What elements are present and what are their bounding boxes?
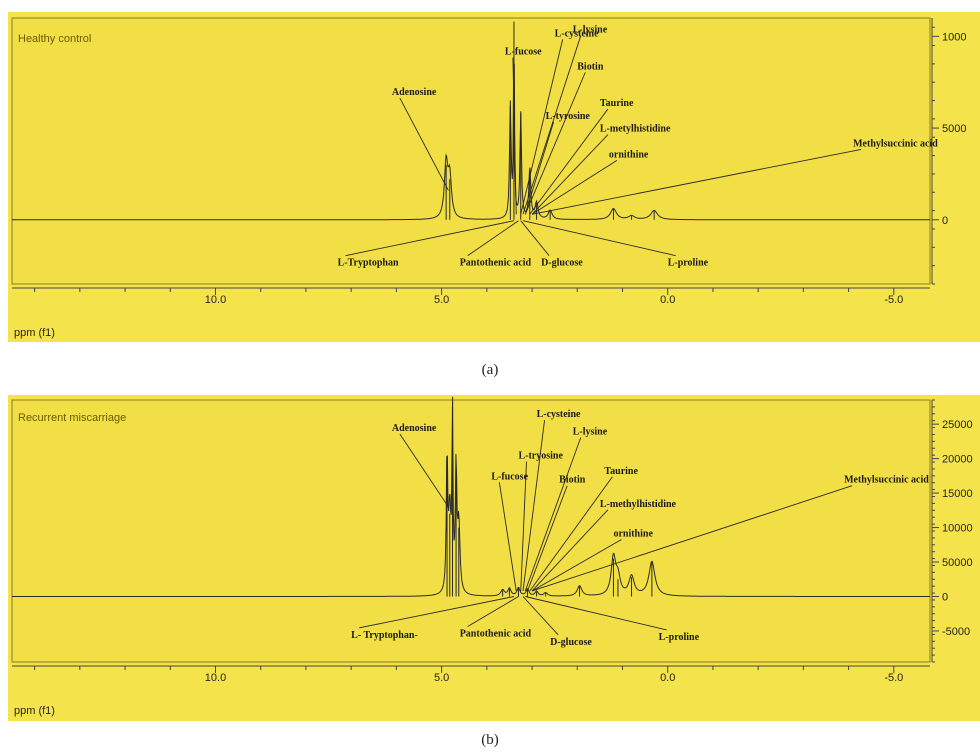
- y-tick-label: 25000: [942, 419, 973, 431]
- annotation-leader: [527, 485, 568, 592]
- panel-b-plot-area: [11, 399, 931, 663]
- panel-a-plot-area: [11, 17, 931, 285]
- spectrum-line: [12, 396, 930, 597]
- panel-a-y-ticks: 0 5000 1000: [932, 26, 966, 285]
- annotation-label: D-glucose: [550, 637, 592, 648]
- annotation-leader: [531, 134, 609, 215]
- annotation-label: Taurine: [600, 98, 634, 109]
- panel-b-x-ticks: 10.0 5.0 0.0 -5.0: [34, 666, 903, 684]
- annotation-label: L-cysteine: [555, 28, 599, 39]
- annotation-leader: [524, 72, 586, 215]
- annotation-label: L-cysteine: [537, 409, 581, 420]
- annotation-leader: [531, 148, 862, 215]
- annotation-label: ornithine: [613, 529, 653, 540]
- annotation-leader: [522, 35, 582, 215]
- annotation-label: L-methylhistidine: [600, 499, 677, 510]
- panel-a-xlabel: ppm (f1): [14, 327, 55, 339]
- annotation-leader: [522, 220, 676, 257]
- annotation-label: L-metylhistidine: [600, 124, 671, 135]
- annotation-label: ornithine: [609, 149, 649, 160]
- panel-b-xlabel: ppm (f1): [14, 705, 55, 717]
- annotation-label: L-tyrosine: [546, 111, 591, 122]
- panel-recurrent-miscarriage: Recurrent miscarriage ppm (f1) 10.0 5.0 0.…: [8, 395, 980, 721]
- x-tick-label: 0.0: [660, 672, 675, 684]
- annotation-label: Pantothenic acid: [460, 628, 532, 639]
- annotation-leader: [345, 220, 515, 257]
- panel-a-x-ticks: 10.0 5.0 0.0 -5.0: [34, 288, 903, 306]
- annotation-leader: [520, 461, 527, 592]
- y-tick-label: 0: [942, 592, 948, 604]
- annotation-label: Adenosine: [392, 423, 437, 434]
- panel-b-spectrum: [12, 396, 930, 597]
- annotation-leader: [531, 509, 609, 592]
- annotation-leader: [512, 57, 517, 215]
- annotation-label: L-Tryptophan: [338, 258, 399, 269]
- annotation-label: L-fucose: [491, 471, 528, 482]
- annotation-leader: [531, 539, 622, 592]
- annotation-label: L-lysine: [573, 426, 608, 437]
- annotation-label: Pantothenic acid: [460, 258, 532, 269]
- panel-healthy-control: Healthy control ppm (f1) 10.0 5.0 0.0 -5.0 …: [8, 12, 980, 342]
- annotation-label: L-proline: [659, 632, 700, 643]
- annotation-label: L- Tryptophan-: [351, 630, 418, 641]
- x-tick-label: 0.0: [660, 294, 675, 306]
- annotation-leader: [524, 437, 582, 592]
- panel-a-title: Healthy control: [18, 33, 91, 45]
- annotation-leader: [520, 220, 550, 256]
- annotation-leader: [522, 420, 546, 592]
- panel-a-label: (a): [482, 362, 499, 378]
- annotation-label: Biotin: [577, 61, 604, 72]
- panel-b-annotations: Adenosine L-cysteine L-lysine L-tryosine L-f…: [351, 409, 929, 648]
- x-tick-label: 5.0: [434, 294, 449, 306]
- y-tick-label: 0: [942, 215, 948, 227]
- annotation-label: Biotin: [559, 475, 586, 486]
- annotation-leader: [531, 485, 853, 592]
- annotation-leader: [467, 596, 519, 627]
- panel-b-title: Recurrent miscarriage: [18, 412, 126, 424]
- annotation-label: Adenosine: [392, 87, 437, 98]
- y-tick-label: 1000: [942, 31, 966, 43]
- annotation-label: L-tryosine: [518, 451, 563, 462]
- panel-b-label: (b): [481, 732, 499, 748]
- annotation-leader: [520, 39, 564, 215]
- y-tick-label: 5000: [942, 123, 966, 135]
- annotation-label: L-proline: [668, 258, 709, 269]
- annotation-leader: [525, 596, 667, 631]
- annotation-label: L-fucose: [505, 47, 542, 58]
- annotation-label: Methylsuccinic acid: [853, 138, 938, 149]
- annotation-leader: [524, 121, 555, 215]
- y-tick-label: 20000: [942, 454, 973, 466]
- annotation-leader: [522, 596, 559, 636]
- x-tick-label: 10.0: [205, 672, 226, 684]
- annotation-leader: [498, 482, 517, 592]
- annotation-leader: [399, 433, 449, 508]
- annotation-leader: [531, 160, 618, 215]
- annotation-label: L-lysine: [573, 25, 608, 36]
- annotation-leader: [467, 220, 519, 257]
- x-tick-label: -5.0: [884, 672, 903, 684]
- x-tick-label: 10.0: [205, 294, 226, 306]
- panel-b-y-ticks: -5000 0 50000 10000 15000 20000 25000: [932, 399, 973, 663]
- x-tick-label: -5.0: [884, 294, 903, 306]
- spectrum-line: [12, 63, 930, 221]
- y-tick-label: -5000: [942, 626, 970, 638]
- annotation-label: Methylsuccinic acid: [844, 475, 929, 486]
- y-tick-label: 10000: [942, 523, 973, 535]
- y-tick-label: 50000: [942, 557, 973, 569]
- annotation-leader: [529, 476, 613, 592]
- annotation-leader: [359, 596, 515, 629]
- annotation-leader: [399, 97, 449, 191]
- annotation-leader: [529, 108, 609, 215]
- annotation-label: Taurine: [604, 466, 638, 477]
- x-tick-label: 5.0: [434, 672, 449, 684]
- annotation-label: D-glucose: [541, 258, 583, 269]
- y-tick-label: 15000: [942, 488, 973, 500]
